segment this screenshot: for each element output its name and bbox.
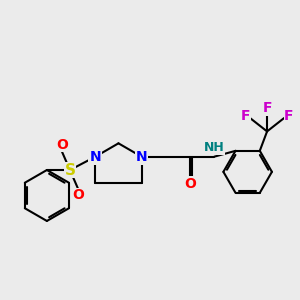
Text: O: O (56, 137, 68, 152)
Text: O: O (72, 188, 84, 203)
Text: N: N (90, 150, 101, 164)
Text: NH: NH (204, 141, 225, 154)
Text: N: N (136, 150, 147, 164)
Text: S: S (64, 163, 75, 178)
Text: F: F (241, 109, 250, 123)
Text: O: O (184, 177, 196, 191)
Text: F: F (284, 109, 294, 123)
Text: F: F (262, 101, 272, 116)
